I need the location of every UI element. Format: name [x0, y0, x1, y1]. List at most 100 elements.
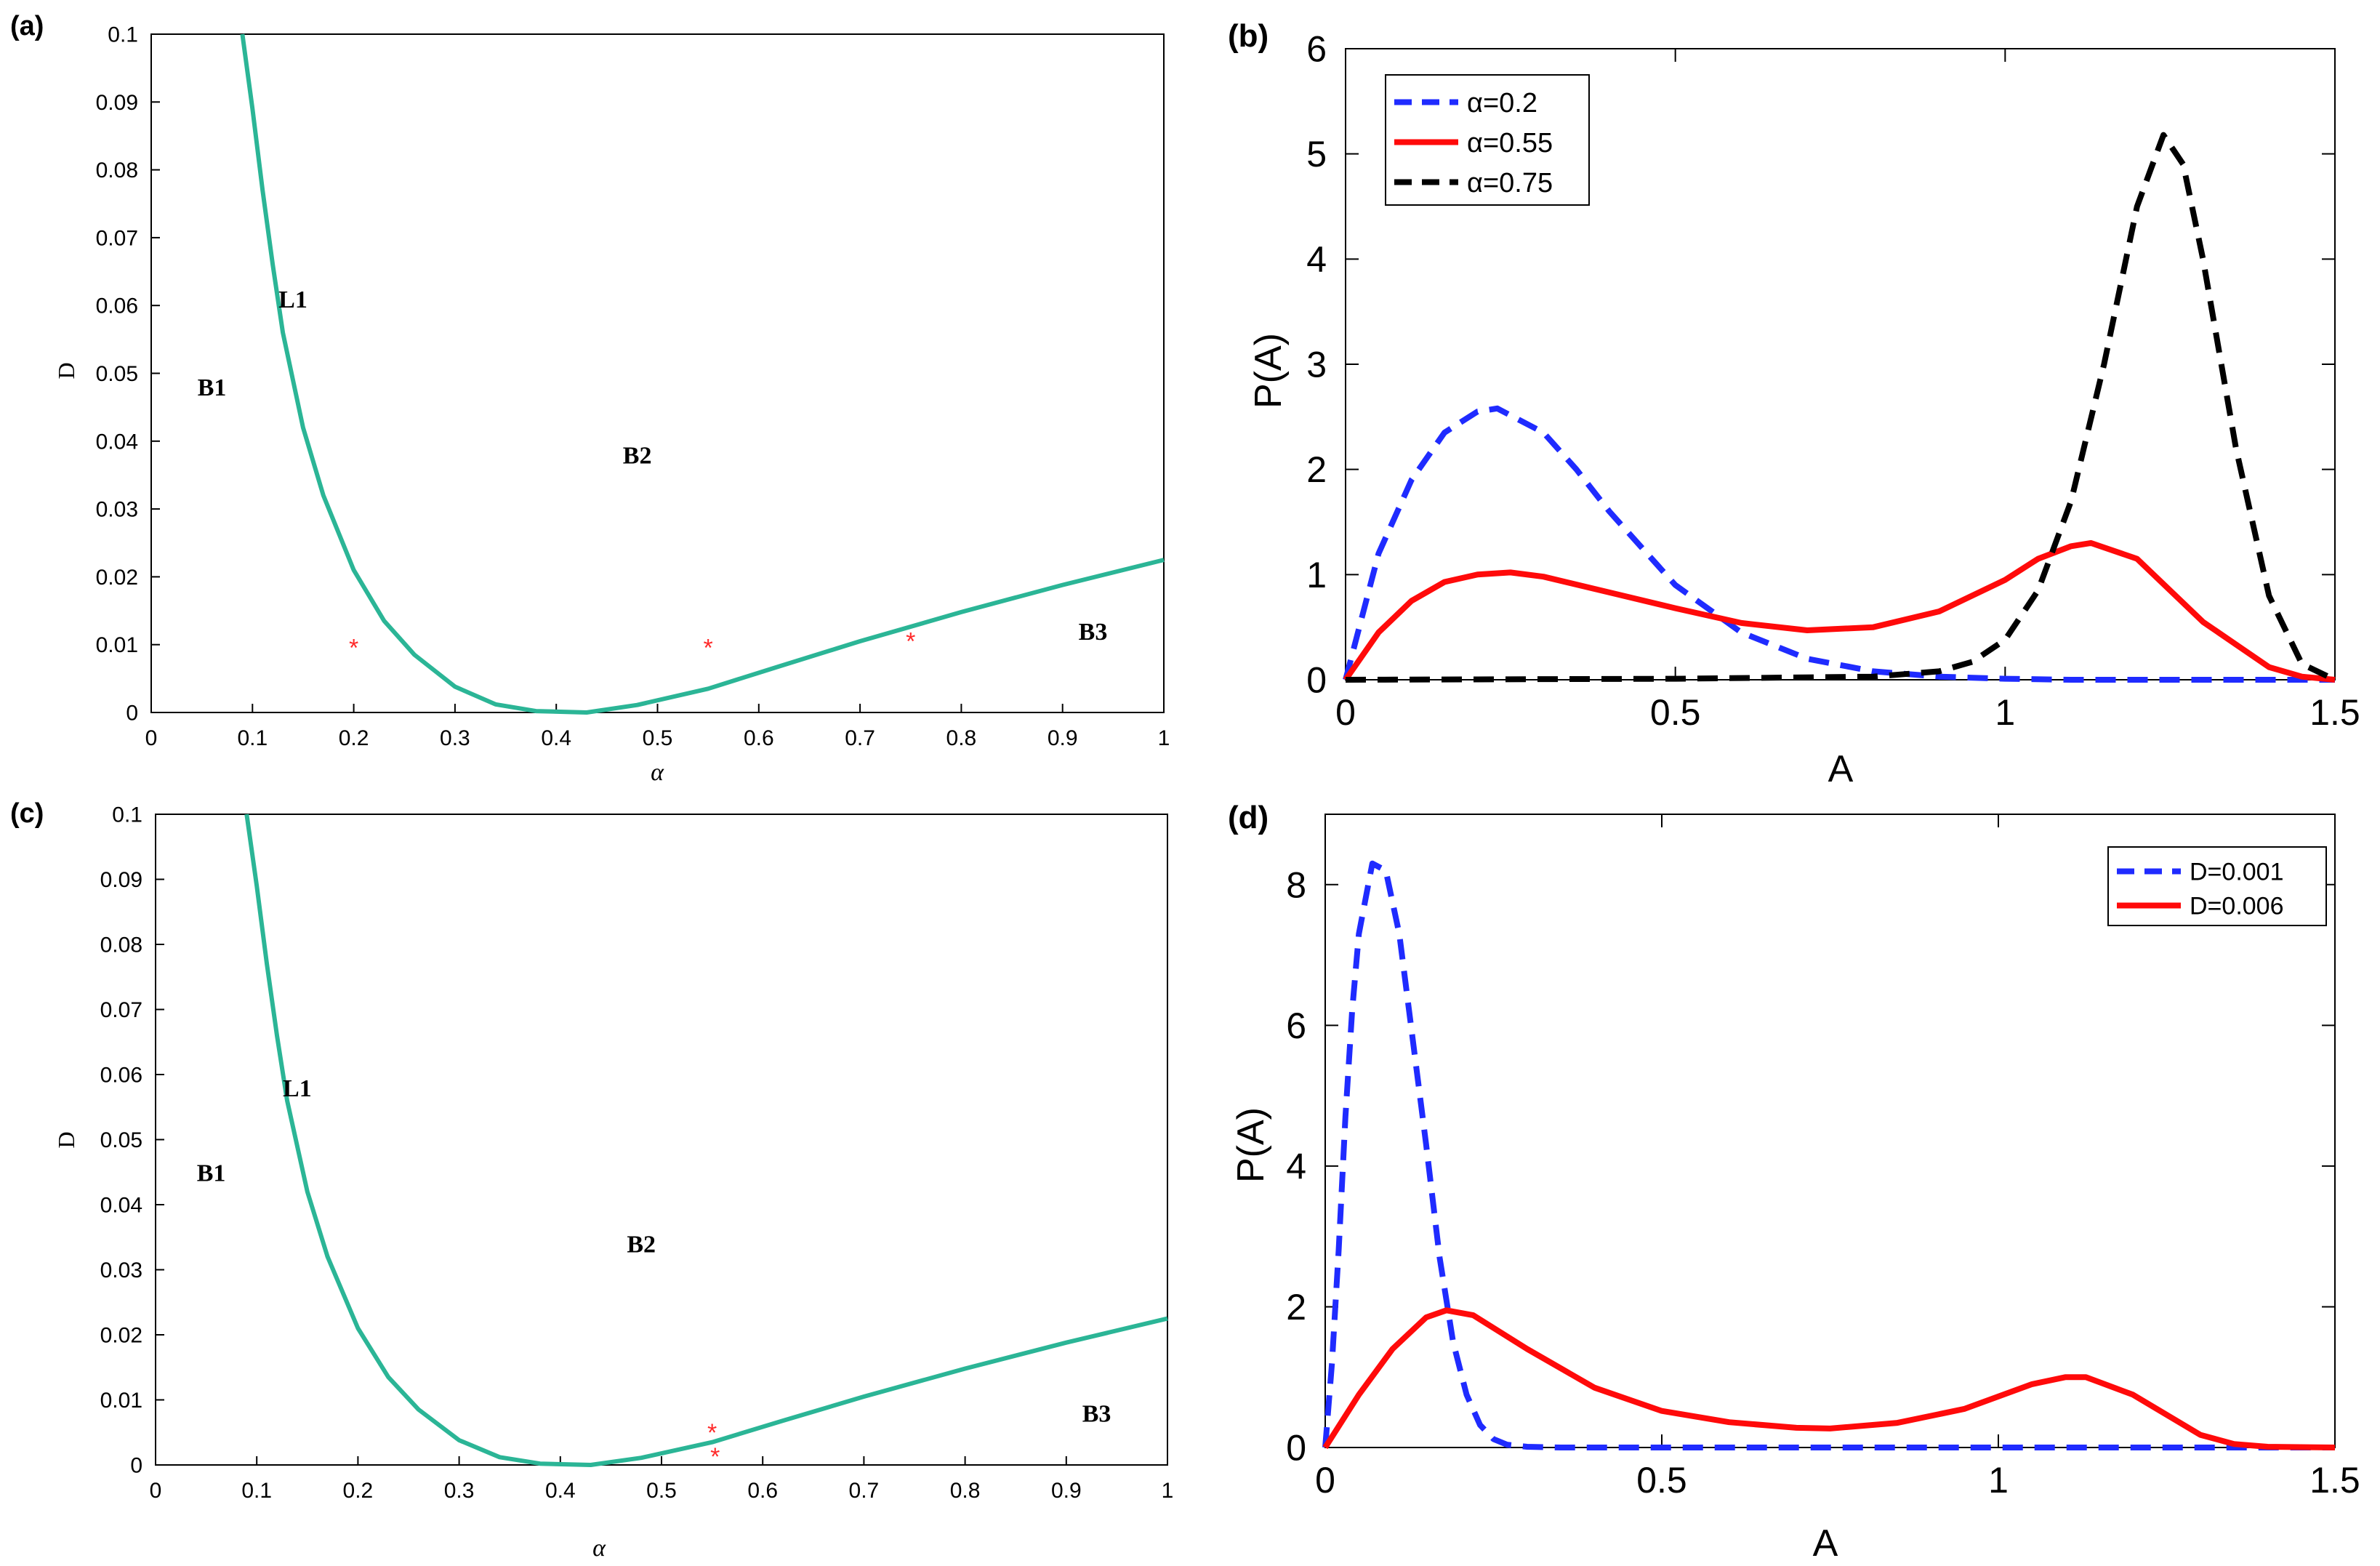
y-tick-label: 0.01	[100, 1389, 142, 1413]
y-tick-label: 2	[1286, 1287, 1306, 1328]
legend-label-1: D=0.006	[2190, 893, 2284, 920]
y-tick-label: 0.03	[100, 1258, 142, 1282]
x-tick-label: 0.5	[1636, 1460, 1687, 1501]
series-line-0	[240, 33, 1165, 715]
x-tick-label: 1	[1162, 1479, 1174, 1503]
y-tick-label: 5	[1306, 134, 1327, 174]
y-tick-label: 0	[1306, 660, 1327, 701]
y-tick-label: 3	[1306, 345, 1327, 385]
x-tick-label: 0.5	[643, 726, 673, 750]
y-tick-label: 0.05	[96, 362, 138, 386]
data-point-marker: *	[704, 635, 713, 662]
legend-label-0: α=0.2	[1467, 88, 1537, 119]
region-annotation: B1	[197, 1160, 226, 1186]
panel-c-ylabel: D	[53, 1131, 79, 1148]
panel-b-plot: α=0.2 α=0.55 α=0.75	[1343, 74, 2336, 683]
x-tick-label: 0.5	[1650, 692, 1701, 733]
x-tick-label: 0.1	[241, 1479, 272, 1503]
series-line-2	[1345, 132, 2336, 683]
data-point-marker: *	[707, 1419, 717, 1447]
legend-label-1: α=0.55	[1467, 128, 1553, 158]
data-point-marker: *	[906, 627, 915, 655]
panel-label-d: (d)	[1228, 800, 1269, 835]
x-tick-label: 0	[1315, 1460, 1335, 1501]
series-line-1	[1322, 1307, 2336, 1450]
x-tick-label: 0.8	[950, 1479, 981, 1503]
x-tick-label: 0.9	[1048, 726, 1078, 750]
y-tick-label: 4	[1286, 1146, 1306, 1186]
y-tick-label: 0.01	[96, 633, 138, 657]
panel-c-ticks: 0 0.1 0.2 0.3 0.4 0.5 0.6 0.7 0.8 0.9 1 0 0.01 0.02 0.…	[100, 803, 1174, 1503]
series-line-0	[244, 814, 1168, 1467]
y-tick-label: 0.03	[96, 498, 138, 522]
y-tick-label: 0.07	[100, 998, 142, 1022]
axes-frame	[155, 814, 1168, 1466]
panel-a-xlabel: α	[651, 759, 664, 786]
y-tick-label: 6	[1286, 1005, 1306, 1046]
panel-a: (a) 0 0.1 0.2 0.3 0.4 0.5 0.6 0.7 0.8 0.9 1 0 0.01 0.…	[10, 11, 1170, 786]
region-annotation: B2	[623, 442, 652, 469]
x-tick-label: 0	[145, 726, 158, 750]
x-tick-label: 1	[1995, 692, 2015, 733]
x-tick-label: 1.5	[2309, 1460, 2360, 1501]
panel-c-plot: ** L1 B1 B2 B3	[197, 814, 1168, 1471]
series-line-0	[1343, 405, 2335, 683]
y-tick-label: 2	[1306, 449, 1327, 490]
y-tick-label: 1	[1306, 555, 1327, 595]
panel-a-ticks: 0 0.1 0.2 0.3 0.4 0.5 0.6 0.7 0.8 0.9 1 0 0.01 0.02 0.…	[96, 23, 1170, 751]
region-annotation: L1	[278, 286, 307, 313]
x-tick-label: 0.9	[1051, 1479, 1082, 1503]
x-tick-label: 1	[1988, 1460, 2009, 1501]
y-tick-label: 0.08	[100, 933, 142, 957]
panel-d-ylabel: P(A)	[1230, 1107, 1272, 1183]
series-line-0	[1322, 860, 2335, 1450]
x-tick-label: 0.8	[946, 726, 977, 750]
y-tick-label: 0.04	[100, 1194, 142, 1218]
y-tick-label: 0.09	[100, 868, 142, 892]
region-annotation: B2	[627, 1232, 656, 1258]
panel-a-plot: * * * L1 B1 B2 B3	[198, 33, 1165, 715]
x-tick-label: 0	[1335, 692, 1356, 733]
x-tick-label: 0.5	[646, 1479, 677, 1503]
y-tick-label: 0.06	[96, 294, 138, 318]
panel-d-plot: D=0.001 D=0.006	[1322, 846, 2336, 1450]
x-tick-label: 0.3	[444, 1479, 475, 1503]
panel-b-ticks: 0 0.5 1 1.5 0 1 2 3 4 5 6	[1306, 29, 2360, 734]
y-tick-label: 0	[1286, 1428, 1306, 1469]
series-line-1	[1343, 539, 2336, 683]
legend-label-0: D=0.001	[2190, 859, 2284, 886]
region-annotation: B1	[198, 374, 227, 401]
y-tick-label: 0.02	[96, 566, 138, 590]
y-tick-label: 0	[130, 1454, 142, 1478]
panel-a-ylabel: D	[53, 362, 79, 379]
y-tick-label: 0.08	[96, 158, 138, 182]
data-point-marker: *	[349, 635, 358, 662]
x-tick-label: 0.2	[339, 726, 369, 750]
panel-d-ticks: 0 0.5 1 1.5 0 2 4 6 8	[1286, 814, 2360, 1501]
panel-label-c: (c)	[10, 798, 44, 829]
panel-b-xlabel: A	[1828, 748, 1854, 790]
y-tick-label: 0	[126, 702, 138, 726]
panel-label-a: (a)	[10, 11, 44, 41]
x-tick-label: 0.7	[845, 726, 875, 750]
y-tick-label: 0.04	[96, 430, 138, 454]
panel-c-xlabel: α	[592, 1535, 606, 1562]
x-tick-label: 0.4	[541, 726, 571, 750]
y-tick-label: 0.07	[96, 226, 138, 250]
y-tick-label: 4	[1306, 239, 1327, 280]
y-tick-label: 0.09	[96, 91, 138, 115]
panel-b-ylabel: P(A)	[1247, 333, 1290, 409]
legend-label-2: α=0.75	[1467, 168, 1553, 198]
data-point-marker: *	[710, 1443, 720, 1471]
y-tick-label: 8	[1286, 864, 1306, 905]
region-annotation: L1	[283, 1075, 312, 1102]
x-tick-label: 0.3	[440, 726, 470, 750]
panel-label-b: (b)	[1228, 18, 1269, 54]
x-tick-label: 0.4	[545, 1479, 576, 1503]
region-annotation: B3	[1079, 619, 1108, 646]
x-tick-label: 0.1	[237, 726, 268, 750]
y-tick-label: 0.05	[100, 1128, 142, 1152]
x-tick-label: 1	[1158, 726, 1170, 750]
axes-frame	[150, 33, 1165, 713]
